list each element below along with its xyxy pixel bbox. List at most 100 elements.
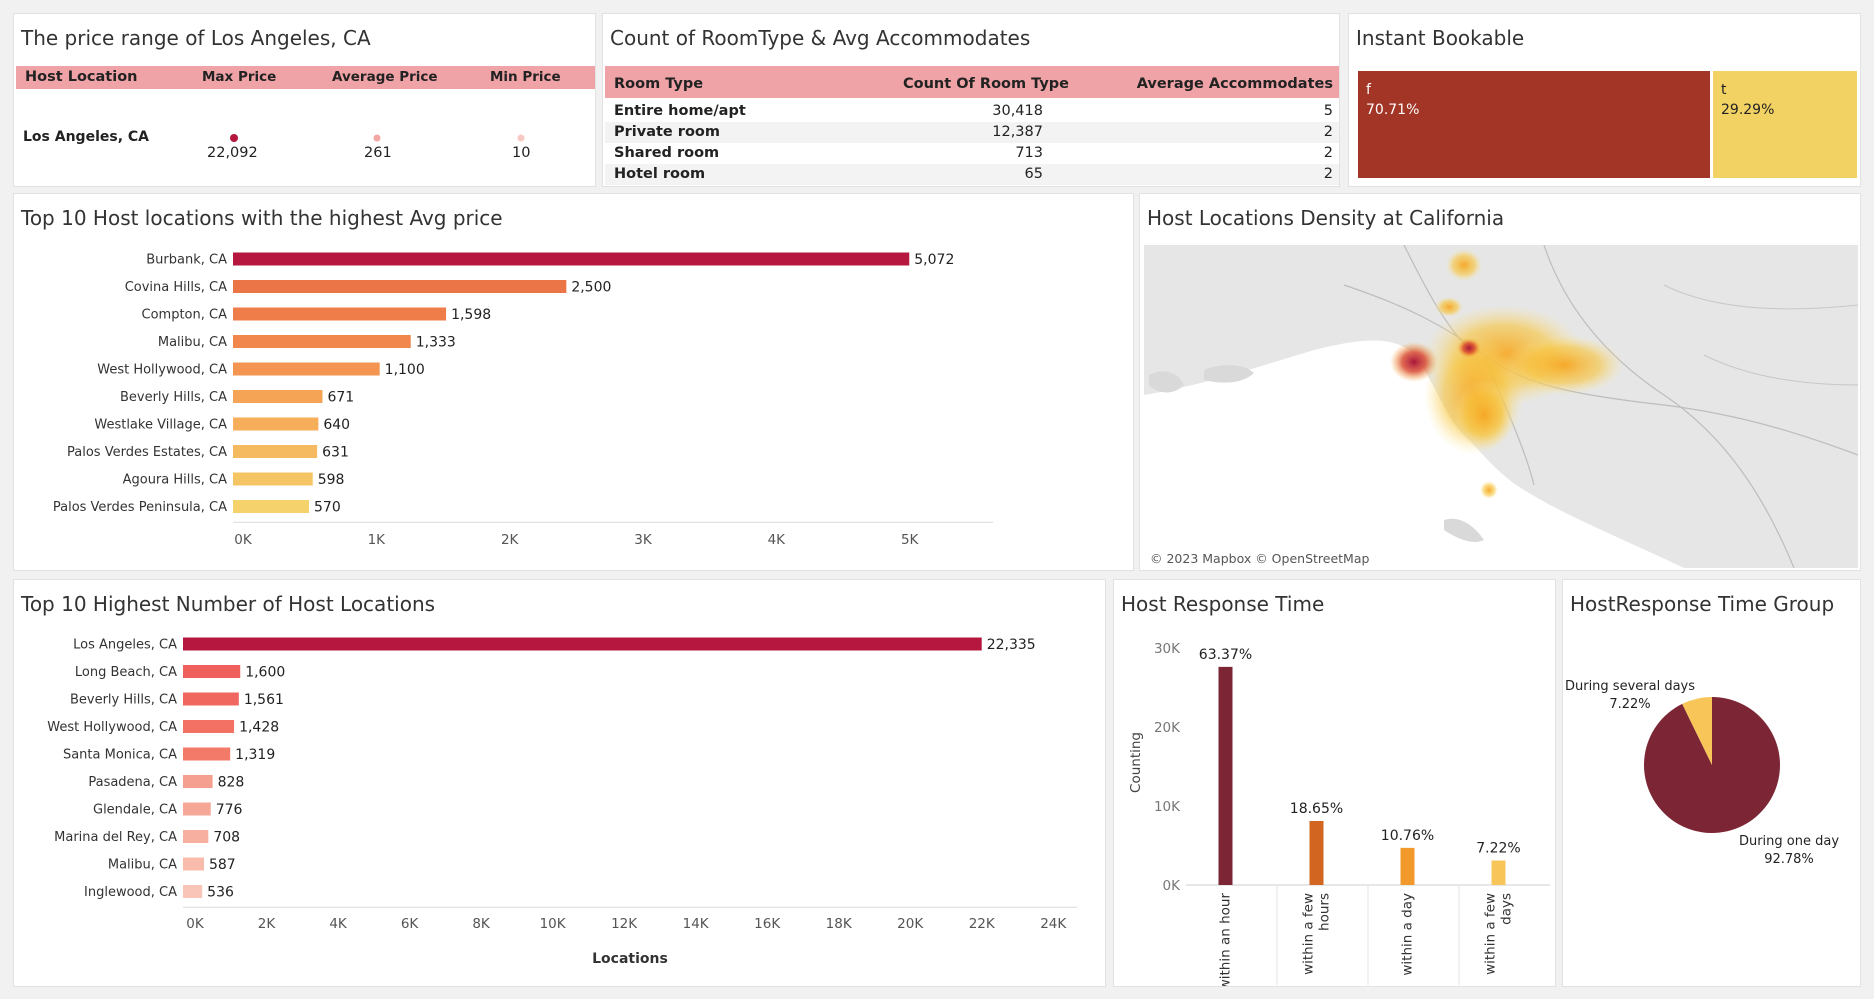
x-tick-label: 6K — [401, 916, 420, 932]
x-tick-label: within a day — [1400, 893, 1416, 976]
count-cell: 12,387 — [992, 124, 1043, 140]
count-cell: 30,418 — [992, 103, 1043, 119]
slice-label: During one day — [1739, 834, 1839, 849]
avg-price-panel: Top 10 Host locations with the highest A… — [13, 193, 1134, 571]
data-label: 536 — [207, 885, 234, 901]
response-time-chart: 0K 10K 20K 30K Counting 63.37% within an hour 1… — [1128, 641, 1550, 986]
x-tick-label: 4K — [329, 916, 348, 932]
header-min-price: Min Price — [490, 69, 561, 85]
table-row[interactable]: Shared room 713 2 — [605, 143, 1339, 164]
bar[interactable] — [183, 747, 231, 761]
max-price-marker[interactable] — [230, 134, 238, 142]
data-label: 1,428 — [239, 720, 279, 736]
table-row[interactable]: Private room 12,387 2 — [605, 122, 1339, 143]
bar[interactable] — [233, 280, 567, 293]
pie-slice[interactable] — [1682, 697, 1712, 765]
bar[interactable] — [233, 307, 447, 321]
avg-price-title: Top 10 Host locations with the highest A… — [21, 206, 503, 230]
roomtype-header: Room Type Count Of Room Type Average Acc… — [605, 66, 1339, 98]
avg-price-marker[interactable] — [373, 134, 381, 142]
x-tick-label: 18K — [826, 916, 853, 932]
price-range-header: Host Location Max Price Average Price Mi… — [16, 66, 595, 89]
x-tick-label: 0K — [186, 916, 205, 932]
category-label: Long Beach, CA — [75, 665, 177, 680]
bar[interactable] — [183, 857, 204, 871]
bar[interactable] — [233, 362, 380, 376]
data-label: 631 — [322, 445, 349, 461]
bar[interactable] — [233, 390, 323, 403]
instant-f-label: f — [1366, 82, 1371, 98]
x-tick-label: 20K — [897, 916, 924, 932]
x-tick-label: 3K — [634, 532, 653, 548]
instant-f-block[interactable]: f 70.71% — [1358, 71, 1710, 178]
data-label: 1,600 — [245, 665, 285, 681]
category-label: West Hollywood, CA — [47, 720, 177, 735]
category-label: Beverly Hills, CA — [120, 390, 227, 405]
avg-cell: 2 — [1323, 145, 1333, 161]
density-map-title: Host Locations Density at California — [1147, 206, 1505, 230]
category-label: Agoura Hills, CA — [123, 473, 228, 488]
bar[interactable] — [1491, 860, 1506, 886]
category-label: Compton, CA — [142, 308, 228, 323]
bar[interactable] — [1400, 847, 1415, 885]
table-row[interactable]: Entire home/apt 30,418 5 — [605, 101, 1339, 122]
category-label: Beverly Hills, CA — [70, 693, 177, 708]
bar[interactable] — [1309, 820, 1324, 885]
category-label: Palos Verdes Estates, CA — [67, 445, 227, 460]
bar[interactable] — [183, 885, 203, 898]
x-tick-label: within a few — [1483, 893, 1499, 975]
data-label: 828 — [218, 775, 245, 791]
data-label: 640 — [323, 417, 350, 433]
instant-bookable-title: Instant Bookable — [1356, 26, 1525, 50]
x-tick-label: hours — [1317, 893, 1333, 931]
x-tick-label: 10K — [540, 916, 567, 932]
instant-t-pct: 29.29% — [1721, 102, 1775, 118]
bar[interactable] — [183, 637, 982, 651]
instant-t-block[interactable]: t 29.29% — [1713, 71, 1857, 178]
x-tick-label: 8K — [472, 916, 491, 932]
data-label: 10.76% — [1381, 828, 1434, 844]
density-map[interactable]: © 2023 Mapbox © OpenStreetMap — [1144, 245, 1858, 568]
header-average-price: Average Price — [332, 69, 438, 85]
avg-cell: 2 — [1323, 124, 1333, 140]
instant-f-pct: 70.71% — [1366, 102, 1420, 118]
host-count-title: Top 10 Highest Number of Host Locations — [21, 592, 436, 616]
room-type-cell: Entire home/apt — [614, 103, 746, 119]
y-axis-title: Counting — [1128, 732, 1144, 793]
bar[interactable] — [233, 472, 313, 486]
bar[interactable] — [183, 802, 211, 816]
bar[interactable] — [233, 252, 910, 266]
data-label: 63.37% — [1199, 647, 1252, 663]
min-price-marker[interactable] — [517, 134, 525, 142]
host-count-chart: Los Angeles, CA 22,335 Long Beach, CA 1,600… — [47, 637, 1077, 967]
x-tick-label: 12K — [611, 916, 638, 932]
bar[interactable] — [183, 692, 239, 706]
category-label: Covina Hills, CA — [125, 280, 227, 295]
avg-price-chart: Burbank, CA 5,072 Covina Hills, CA 2,500 Com… — [53, 252, 993, 548]
data-label: 5,072 — [914, 252, 954, 268]
bar[interactable] — [233, 500, 309, 513]
data-label: 22,335 — [987, 637, 1036, 653]
category-label: Malibu, CA — [108, 858, 177, 873]
bar[interactable] — [183, 720, 235, 733]
header-average-accommodates: Average Accommodates — [1136, 76, 1333, 92]
header-room-type: Room Type — [614, 76, 704, 92]
bar[interactable] — [183, 775, 213, 788]
category-label: Los Angeles, CA — [73, 638, 177, 653]
response-group-title: HostResponse Time Group — [1570, 592, 1835, 616]
bar[interactable] — [1218, 666, 1233, 885]
data-label: 708 — [213, 830, 240, 846]
price-location-label: Los Angeles, CA — [23, 129, 149, 145]
category-label: West Hollywood, CA — [97, 363, 227, 378]
data-label: 18.65% — [1290, 801, 1343, 817]
category-label: Westlake Village, CA — [94, 418, 227, 433]
bar[interactable] — [233, 335, 411, 348]
bar[interactable] — [183, 665, 241, 678]
data-label: 7.22% — [1476, 841, 1520, 857]
bar[interactable] — [233, 417, 319, 431]
bar[interactable] — [183, 830, 209, 843]
table-row[interactable]: Hotel room 65 2 — [605, 164, 1339, 185]
instant-bookable-panel: Instant Bookable f 70.71% t 29.29% — [1348, 13, 1861, 187]
data-label: 671 — [327, 390, 354, 406]
bar[interactable] — [233, 445, 318, 458]
